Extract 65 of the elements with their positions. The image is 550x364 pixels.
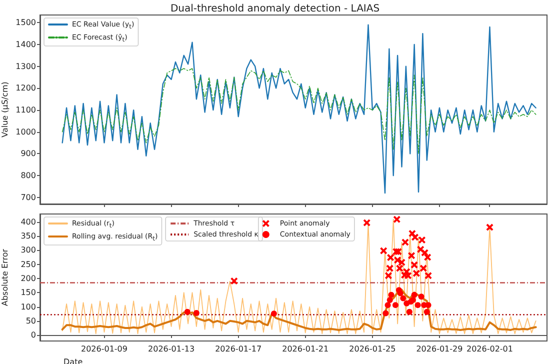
point xyxy=(400,295,406,302)
point xyxy=(384,302,391,308)
y-axis-title: Absolute Error xyxy=(0,248,10,306)
point xyxy=(418,236,426,244)
point xyxy=(393,216,400,223)
y-axis-title: Value (µS/cm) xyxy=(0,82,10,138)
x-tick-label: 2026-01-17 xyxy=(215,344,262,354)
y-tick-label: 100 xyxy=(20,302,36,312)
chart-title: Dual-threshold anomaly detection - LAIAS xyxy=(170,4,380,14)
x-tick-label: 2026-01-13 xyxy=(148,344,195,354)
point xyxy=(382,310,389,316)
y-tick-label: 1400 xyxy=(16,40,36,49)
point xyxy=(396,264,404,272)
point xyxy=(414,302,421,308)
x-tick-label: 2026-01-09 xyxy=(81,344,128,354)
point xyxy=(424,272,432,280)
point xyxy=(406,308,412,315)
x-tick-label: 2026-01-21 xyxy=(282,344,329,354)
line-series xyxy=(61,288,537,331)
point xyxy=(420,264,427,272)
y-tick-label: 800 xyxy=(20,171,36,180)
point xyxy=(270,310,277,317)
y-tick-label: 0 xyxy=(30,330,36,340)
y-tick-label: 1200 xyxy=(16,84,36,93)
y-tick-label: 1500 xyxy=(16,18,36,28)
point xyxy=(424,308,430,315)
point xyxy=(402,238,409,246)
point xyxy=(193,310,200,316)
point xyxy=(424,254,432,261)
y-tick-label: 150 xyxy=(20,288,36,298)
point xyxy=(386,296,393,303)
y-tick-label: 50 xyxy=(26,316,36,326)
y-tick-label: 400 xyxy=(20,217,36,226)
point xyxy=(408,252,416,260)
point xyxy=(380,247,388,254)
y-tick-label: 350 xyxy=(20,232,36,241)
point xyxy=(386,264,394,272)
point xyxy=(392,302,398,308)
point xyxy=(404,272,412,280)
point xyxy=(387,254,394,262)
point xyxy=(411,292,418,298)
y-tick-label: 1100 xyxy=(16,106,36,115)
point xyxy=(363,219,370,226)
y-tick-label: 900 xyxy=(20,149,36,158)
point xyxy=(397,290,404,296)
line-series xyxy=(62,68,536,154)
point xyxy=(410,261,418,268)
point xyxy=(398,258,406,266)
point xyxy=(486,224,494,231)
x-tick-label: 2026-01-25 xyxy=(349,344,396,354)
y-tick-label: 1300 xyxy=(16,62,36,71)
x-tick-label: 2026-02-01 xyxy=(466,344,513,354)
y-tick-label: 700 xyxy=(20,192,36,202)
point xyxy=(412,234,419,241)
point xyxy=(230,278,238,285)
point xyxy=(418,294,424,300)
point xyxy=(388,292,394,298)
y-tick-label: 1000 xyxy=(16,127,36,136)
point xyxy=(184,308,190,315)
y-tick-label: 300 xyxy=(20,246,36,255)
y-tick-label: 200 xyxy=(20,274,36,283)
x-tick-label: 2026-01-29 xyxy=(416,344,463,354)
point xyxy=(412,270,420,277)
y-tick-label: 250 xyxy=(20,260,36,269)
point xyxy=(384,272,392,280)
